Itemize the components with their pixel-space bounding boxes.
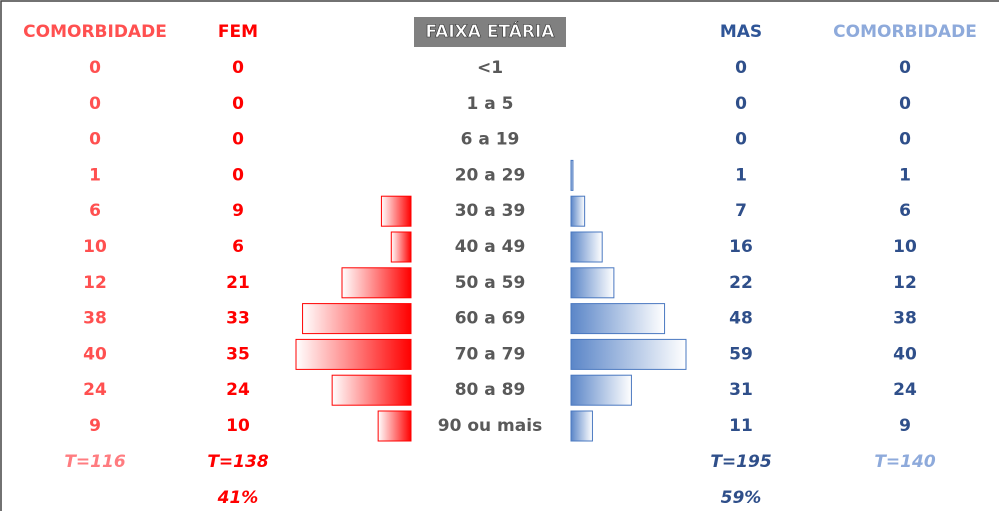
cell: 1 — [735, 165, 747, 185]
cell: 60 a 69 — [455, 309, 526, 329]
cell: <1 — [477, 58, 503, 78]
column-header: COMORBIDADE — [833, 22, 977, 42]
cell: 0 — [232, 165, 244, 185]
column-header: FAIXA ETÁRIA — [426, 20, 556, 42]
cell: 0 — [232, 130, 244, 150]
cell: 22 — [729, 273, 753, 293]
total: T=116 — [64, 452, 125, 472]
header-bg — [414, 17, 566, 47]
cell: 24 — [226, 380, 250, 400]
cell: 80 a 89 — [455, 380, 526, 400]
column-header: FEM — [218, 22, 258, 42]
mas-bar — [570, 374, 632, 406]
mas-bar — [570, 410, 593, 442]
cell: 1 — [899, 165, 911, 185]
cell: 10 — [226, 416, 250, 436]
fem-bar — [295, 338, 412, 370]
mas-bar — [570, 195, 586, 227]
cell: 0 — [899, 130, 911, 150]
total: T=140 — [874, 452, 935, 472]
cell: 11 — [729, 416, 753, 436]
cell: 40 — [893, 344, 917, 364]
total: T=138 — [207, 452, 268, 472]
cell: 1 a 5 — [467, 94, 514, 114]
cell: 30 a 39 — [455, 201, 526, 221]
mas-bar — [570, 338, 687, 370]
fem-bar — [341, 267, 412, 299]
cell: 0 — [735, 94, 747, 114]
cell: 9 — [899, 416, 911, 436]
column-header: COMORBIDADE — [23, 22, 167, 42]
cell: 24 — [893, 380, 917, 400]
fem-bar — [377, 410, 412, 442]
percent: 41% — [217, 488, 259, 508]
cell: 9 — [89, 416, 101, 436]
cell: 59 — [729, 344, 753, 364]
cell: 7 — [735, 201, 747, 221]
fem-bar — [380, 195, 412, 227]
cell: 1 — [89, 165, 101, 185]
column-header: MAS — [720, 22, 762, 42]
cell: 31 — [729, 380, 753, 400]
cell: 0 — [232, 94, 244, 114]
cell: 38 — [893, 309, 917, 329]
cell: 0 — [89, 130, 101, 150]
cell: 48 — [729, 309, 753, 329]
cell: 0 — [899, 58, 911, 78]
percent: 59% — [721, 488, 762, 508]
cell: 0 — [232, 58, 244, 78]
cell: 24 — [83, 380, 107, 400]
cell: 33 — [226, 309, 250, 329]
mas-bar — [570, 159, 574, 191]
cell: 6 — [232, 237, 244, 257]
cell: 40 a 49 — [455, 237, 526, 257]
cell: 0 — [735, 58, 747, 78]
fem-bar — [302, 303, 412, 335]
cell: 0 — [89, 58, 101, 78]
cell: 50 a 59 — [455, 273, 526, 293]
fem-bar — [390, 231, 412, 263]
cell: 0 — [735, 130, 747, 150]
cell: 16 — [729, 237, 753, 257]
cell: 40 — [83, 344, 107, 364]
cell: 10 — [83, 237, 107, 257]
cell: 0 — [89, 94, 101, 114]
cell: 6 — [899, 201, 911, 221]
cell: 6 — [89, 201, 101, 221]
fem-bar — [331, 374, 412, 406]
cell: 21 — [226, 273, 250, 293]
cell: 90 ou mais — [438, 416, 542, 436]
cell: 0 — [899, 94, 911, 114]
cell: 9 — [232, 201, 244, 221]
cell: 10 — [893, 237, 917, 257]
total: T=195 — [710, 452, 771, 472]
cell: 12 — [83, 273, 107, 293]
cell: 70 a 79 — [455, 344, 526, 364]
mas-bar — [570, 231, 603, 263]
mas-bar — [570, 267, 615, 299]
cell: 12 — [893, 273, 917, 293]
cell: 35 — [226, 344, 250, 364]
cell: 20 a 29 — [455, 165, 526, 185]
cell: 38 — [83, 309, 107, 329]
mas-bar — [570, 303, 666, 335]
cell: 6 a 19 — [461, 130, 520, 150]
